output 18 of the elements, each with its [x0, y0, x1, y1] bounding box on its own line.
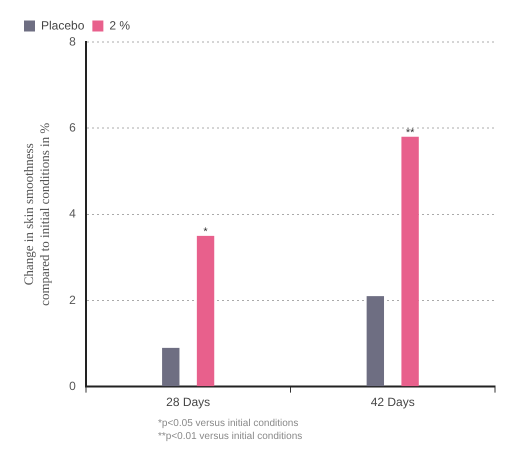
- y-tick-label: 6: [69, 120, 76, 134]
- x-tick-label: 28 Days: [166, 395, 210, 410]
- text: **p<0.01 versus initial conditions: [158, 430, 304, 443]
- bar: [196, 236, 214, 386]
- legend-label: Placebo: [41, 18, 85, 32]
- text: *p<0.05 versus initial conditions: [158, 417, 300, 430]
- annotation: **: [406, 126, 416, 139]
- bar: [366, 296, 384, 386]
- x-tick-label: 42 Days: [370, 395, 415, 410]
- y-tick-label: 0: [69, 378, 76, 393]
- y-tick-label: 8: [69, 34, 76, 48]
- y-axis-title: Change in skin smoothness compared to initial conditions in %: [21, 122, 52, 306]
- annotation: *: [203, 226, 208, 238]
- bar: [401, 136, 419, 386]
- y-tick-label: 2: [69, 292, 76, 307]
- bar: [162, 348, 180, 386]
- y-tick-label: 4: [69, 206, 76, 221]
- legend-label: 2 %: [109, 18, 130, 32]
